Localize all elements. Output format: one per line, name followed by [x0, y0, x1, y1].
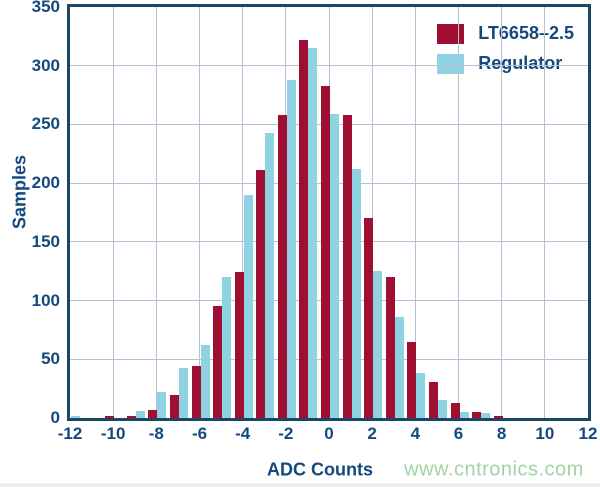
bar-lt6658: [105, 415, 115, 418]
x-tick-label: 6: [453, 424, 464, 443]
bar-regulator: [394, 317, 404, 418]
gridline-vertical: [414, 7, 416, 418]
y-tick-label: 200: [31, 173, 60, 193]
bar-regulator: [200, 345, 210, 418]
y-tick-label: 0: [50, 408, 60, 427]
y-tick-label: 100: [31, 290, 60, 310]
bar-regulator: [373, 271, 383, 418]
bar-lt6658: [342, 115, 352, 418]
x-tick-label: 10: [535, 424, 555, 443]
bar-regulator: [222, 277, 232, 418]
bar-lt6658: [126, 415, 136, 418]
bar-lt6658: [256, 170, 266, 418]
y-tick-label: 300: [31, 55, 60, 75]
x-tick-label: -2: [278, 424, 294, 443]
gridline-horizontal: [70, 65, 588, 67]
bar-regulator: [416, 373, 426, 418]
bar-regulator: [308, 48, 318, 418]
bar-regulator: [437, 400, 447, 418]
bar-lt6658: [148, 409, 158, 418]
gridline-vertical: [371, 7, 373, 418]
x-tick-label: -12: [57, 424, 83, 443]
bar-regulator: [330, 113, 339, 418]
x-tick-label: -10: [100, 424, 126, 443]
gridline-vertical: [112, 7, 114, 418]
bar-regulator: [157, 392, 167, 418]
x-tick-label: 12: [578, 424, 598, 443]
x-tick-label: 8: [496, 424, 507, 443]
y-tick-label: 50: [41, 349, 60, 369]
bottom-divider: [0, 483, 600, 487]
watermark-text: www.cntronics.com: [404, 458, 584, 481]
x-axis-title: ADC Counts: [267, 459, 373, 480]
bar-regulator: [265, 132, 275, 418]
y-tick-label: 250: [31, 114, 60, 134]
legend: LT6658–2.5 Regulator: [437, 23, 574, 83]
bar-regulator: [351, 169, 361, 418]
legend-label: Regulator: [478, 53, 563, 73]
gridline-vertical: [242, 7, 244, 418]
x-tick-label: -8: [148, 424, 164, 443]
y-axis-title: Samples: [9, 154, 30, 230]
legend-swatch-regulator: [437, 53, 465, 74]
bar-lt6658: [169, 394, 179, 418]
bar-lt6658: [385, 277, 395, 418]
bar-lt6658: [321, 85, 330, 418]
bar-regulator: [459, 412, 469, 418]
x-tick-label: 4: [410, 424, 421, 443]
gridline-vertical: [544, 7, 546, 418]
legend-item-regulator: Regulator: [437, 53, 574, 74]
bar-lt6658: [450, 402, 460, 418]
bar-regulator: [243, 194, 253, 418]
bar-lt6658: [407, 341, 417, 418]
bar-regulator: [286, 79, 296, 418]
y-tick-label: 350: [31, 0, 60, 16]
legend-swatch-lt6658: [437, 23, 465, 44]
bar-lt6658: [299, 39, 309, 418]
gridline-vertical: [458, 7, 459, 418]
y-tick-label: 150: [31, 231, 60, 251]
bar-lt6658: [428, 381, 438, 418]
x-tick-label: 2: [367, 424, 377, 443]
x-tick-label: -6: [191, 424, 208, 443]
gridline-vertical: [199, 7, 200, 418]
y-axis-ticks: 0 50 100 150 200 250 300 350: [0, 0, 60, 427]
plot-area: LT6658–2.5 Regulator: [67, 4, 591, 421]
bar-regulator: [481, 413, 491, 418]
bar-regulator: [178, 367, 188, 418]
bar-lt6658: [472, 412, 482, 418]
bar-lt6658: [213, 306, 223, 418]
gridline-vertical: [501, 7, 503, 418]
bar-lt6658: [234, 272, 244, 418]
legend-item-lt6658: LT6658–2.5: [437, 23, 574, 44]
gridline-vertical: [155, 7, 157, 418]
x-axis-ticks: -12 -10 -8 -6 -4 -2 0 2 4 6 8 10 12: [58, 424, 598, 446]
bar-lt6658: [277, 115, 287, 418]
x-tick-label: -4: [235, 424, 251, 443]
bar-lt6658: [191, 366, 201, 418]
legend-label: LT6658–2.5: [478, 23, 574, 43]
x-tick-label: 0: [324, 424, 334, 443]
bar-regulator: [135, 410, 145, 418]
bar-regulator: [71, 415, 80, 418]
bar-lt6658: [364, 218, 374, 418]
bar-lt6658: [493, 415, 503, 418]
